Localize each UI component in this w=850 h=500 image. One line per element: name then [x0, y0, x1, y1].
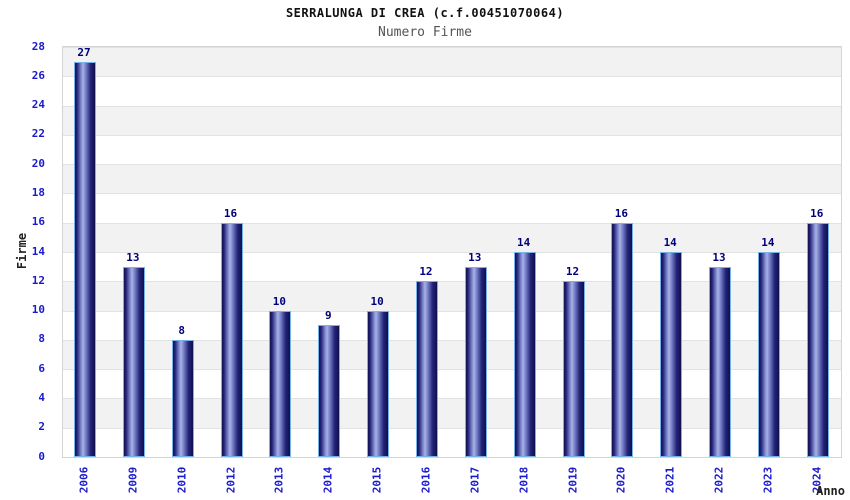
bar: [122, 266, 145, 457]
y-tick-label: 12: [31, 273, 45, 287]
bar-value-label: 14: [761, 236, 775, 249]
y-tick-label: 4: [38, 390, 45, 404]
y-tick-label: 0: [38, 449, 45, 463]
y-tick-label: 8: [38, 332, 45, 346]
y-tick-label: 20: [31, 156, 45, 170]
bar-value-label: 13: [712, 250, 726, 264]
x-tick-label: 2018: [517, 466, 531, 494]
x-tick-label: 2014: [321, 466, 335, 494]
bar-value-label: 8: [178, 323, 185, 337]
y-tick-label: 2: [38, 420, 45, 434]
bar-value-label: 14: [663, 236, 677, 249]
bar: [757, 252, 780, 457]
x-tick-label: 2006: [77, 466, 91, 494]
bar-value-label: 12: [419, 265, 433, 279]
y-tick-label: 28: [31, 39, 45, 53]
y-tick-label: 22: [31, 127, 45, 141]
x-tick-label: 2021: [663, 466, 677, 494]
bar: [562, 281, 585, 457]
grid-band: [63, 76, 841, 106]
x-tick-label: 2016: [419, 466, 433, 494]
y-tick-label: 10: [31, 303, 45, 317]
bar-value-label: 10: [272, 294, 287, 308]
bar-value-label: 9: [324, 309, 332, 323]
bar: [415, 281, 438, 457]
x-tick-label: 2017: [468, 466, 482, 494]
grid-band: [63, 47, 841, 77]
bar: [660, 252, 683, 457]
bar: [367, 310, 390, 457]
x-tick-label: 2023: [761, 466, 775, 494]
grid-band: [63, 222, 841, 252]
chart-subtitle: Numero Firme: [378, 25, 472, 40]
x-tick-label: 2022: [712, 466, 726, 494]
y-tick-label: 18: [31, 185, 45, 199]
x-tick-label: 2012: [224, 466, 238, 494]
bar: [220, 222, 243, 457]
bar: [269, 310, 292, 457]
grid-band: [63, 105, 841, 135]
bar-value-label: 13: [468, 250, 482, 264]
bar-value-label: 16: [223, 206, 238, 220]
chart-title: SERRALUNGA DI CREA (c.f.00451070064): [285, 6, 565, 20]
y-tick-label: 24: [31, 98, 45, 112]
grid-band: [63, 193, 841, 223]
y-tick-label: 6: [38, 361, 45, 375]
plot-area: [62, 46, 842, 458]
bar-value-label: 12: [565, 265, 580, 279]
bar-value-label: 16: [810, 206, 824, 220]
grid-band: [63, 134, 841, 165]
x-axis-title: Anno: [816, 484, 845, 498]
bar: [464, 266, 487, 457]
y-tick-label: 14: [31, 244, 45, 258]
bar: [709, 266, 732, 457]
y-tick-label: 26: [31, 68, 45, 82]
bar-value-label: 14: [517, 236, 531, 249]
bar: [74, 61, 96, 457]
bar: [513, 252, 536, 457]
bar: [171, 339, 194, 457]
grid-band: [63, 164, 841, 194]
bar-value-label: 16: [614, 206, 628, 220]
y-axis-title: Firme: [15, 232, 29, 270]
y-tick-label: 16: [31, 215, 45, 229]
x-tick-label: 2009: [126, 466, 140, 494]
x-tick-label: 2019: [566, 466, 579, 494]
x-tick-label: 2010: [175, 466, 189, 494]
bar-value-label: 10: [370, 294, 384, 308]
bar-value-label: 13: [126, 250, 140, 264]
bar: [611, 222, 634, 457]
x-tick-label: 2013: [272, 466, 286, 494]
bar-value-label: 27: [77, 45, 91, 59]
bar: [806, 222, 829, 457]
bar: [318, 325, 341, 457]
x-tick-label: 2015: [370, 466, 384, 494]
x-tick-label: 2020: [614, 466, 628, 494]
